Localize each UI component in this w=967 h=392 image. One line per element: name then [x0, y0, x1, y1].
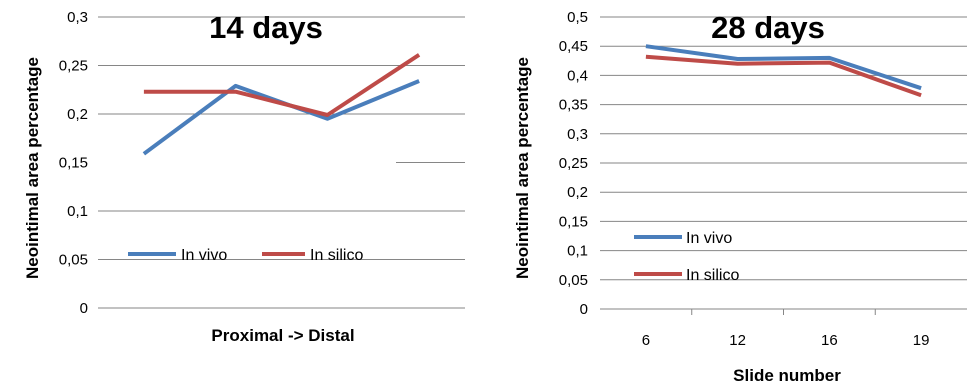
y-tick-label: 0,35: [559, 97, 588, 114]
chart-14-days-y-axis-label: Neointimal area percentage: [23, 57, 42, 279]
chart-28-days-series: [645, 44, 922, 98]
y-tick-label: 0: [580, 301, 588, 318]
y-tick-label: 0: [80, 300, 88, 317]
legend-label: In vivo: [181, 247, 227, 264]
y-tick-label: 0,15: [59, 155, 88, 172]
legend-label: In vivo: [686, 230, 732, 247]
chart-14-days-legend: In vivo In silico: [128, 247, 363, 264]
y-tick-label: 0,3: [567, 126, 588, 143]
series-line: [143, 53, 421, 117]
x-tick-label: 6: [642, 332, 650, 349]
chart-14-days-x-axis-label: Proximal -> Distal: [211, 326, 354, 345]
chart-28-days-x-ticks: 6 12 16 19: [642, 309, 930, 349]
y-tick-label: 0,25: [559, 155, 588, 172]
y-tick-label: 0,1: [67, 203, 88, 220]
y-tick-label: 0,05: [59, 252, 88, 269]
x-tick-label: 12: [729, 332, 746, 349]
y-tick-label: 0,45: [559, 38, 588, 55]
y-tick-label: 0,5: [567, 9, 588, 26]
y-tick-label: 0,3: [67, 9, 88, 26]
y-tick-label: 0,1: [567, 243, 588, 260]
chart-28-days-y-ticks: 0 0,05 0,1 0,15 0,2 0,25 0,3 0,35 0,4 0,45 0,5: [559, 9, 588, 318]
chart-28-days-x-axis-label: Slide number: [733, 366, 841, 385]
y-tick-label: 0,2: [567, 184, 588, 201]
y-tick-label: 0,25: [59, 58, 88, 75]
y-tick-label: 0,2: [67, 106, 88, 123]
chart-28-days-gridlines: [600, 16, 967, 310]
x-tick-label: 19: [913, 332, 930, 349]
y-tick-label: 0,15: [559, 213, 588, 230]
y-tick-label: 0,05: [559, 272, 588, 289]
chart-28-days: 0 0,05 0,1 0,15 0,2 0,25 0,3 0,35 0,4 0,45 0,5 6 12…: [513, 9, 967, 385]
chart-14-days-gridlines: [98, 16, 465, 309]
chart-14-days-title: 14 days: [209, 10, 323, 45]
chart-14-days: 00,050,10,150,20,250,3 In vivo In silico …: [23, 9, 465, 345]
chart-28-days-legend: In vivo In silico: [634, 230, 739, 284]
legend-label: In silico: [686, 267, 739, 284]
series-line: [645, 44, 922, 91]
chart-14-days-y-ticks: 0 0,05 0,1 0,15 0,2 0,25 0,3: [59, 9, 88, 317]
chart-28-days-title: 28 days: [711, 10, 825, 45]
chart-28-days-y-axis-label: Neointimal area percentage: [513, 57, 532, 279]
chart-14-days-series: [142, 53, 421, 156]
x-tick-label: 16: [821, 332, 838, 349]
y-tick-label: 0,4: [567, 67, 588, 84]
legend-label: In silico: [310, 247, 363, 264]
series-line: [645, 54, 922, 98]
